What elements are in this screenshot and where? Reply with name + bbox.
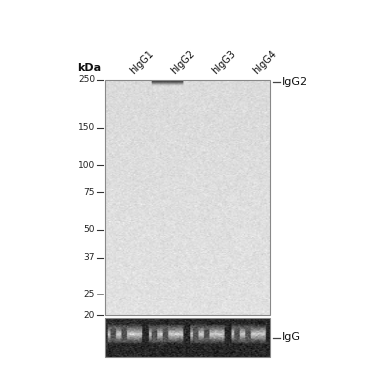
Text: 150: 150 — [78, 123, 95, 132]
Text: 25: 25 — [84, 290, 95, 299]
Text: 75: 75 — [84, 188, 95, 196]
Bar — [105, 318, 270, 357]
Text: kDa: kDa — [77, 63, 101, 73]
Text: 100: 100 — [78, 161, 95, 170]
Text: hIgG2: hIgG2 — [169, 48, 196, 76]
Text: IgG: IgG — [282, 333, 301, 342]
Text: 50: 50 — [84, 225, 95, 234]
Text: 20: 20 — [84, 310, 95, 320]
Text: hIgG1: hIgG1 — [128, 48, 155, 76]
Text: hIgG4: hIgG4 — [251, 48, 279, 76]
Text: 250: 250 — [78, 75, 95, 84]
Text: hIgG3: hIgG3 — [210, 48, 238, 76]
Bar — [105, 80, 270, 315]
Text: IgG2: IgG2 — [282, 77, 308, 87]
Text: 37: 37 — [84, 253, 95, 262]
